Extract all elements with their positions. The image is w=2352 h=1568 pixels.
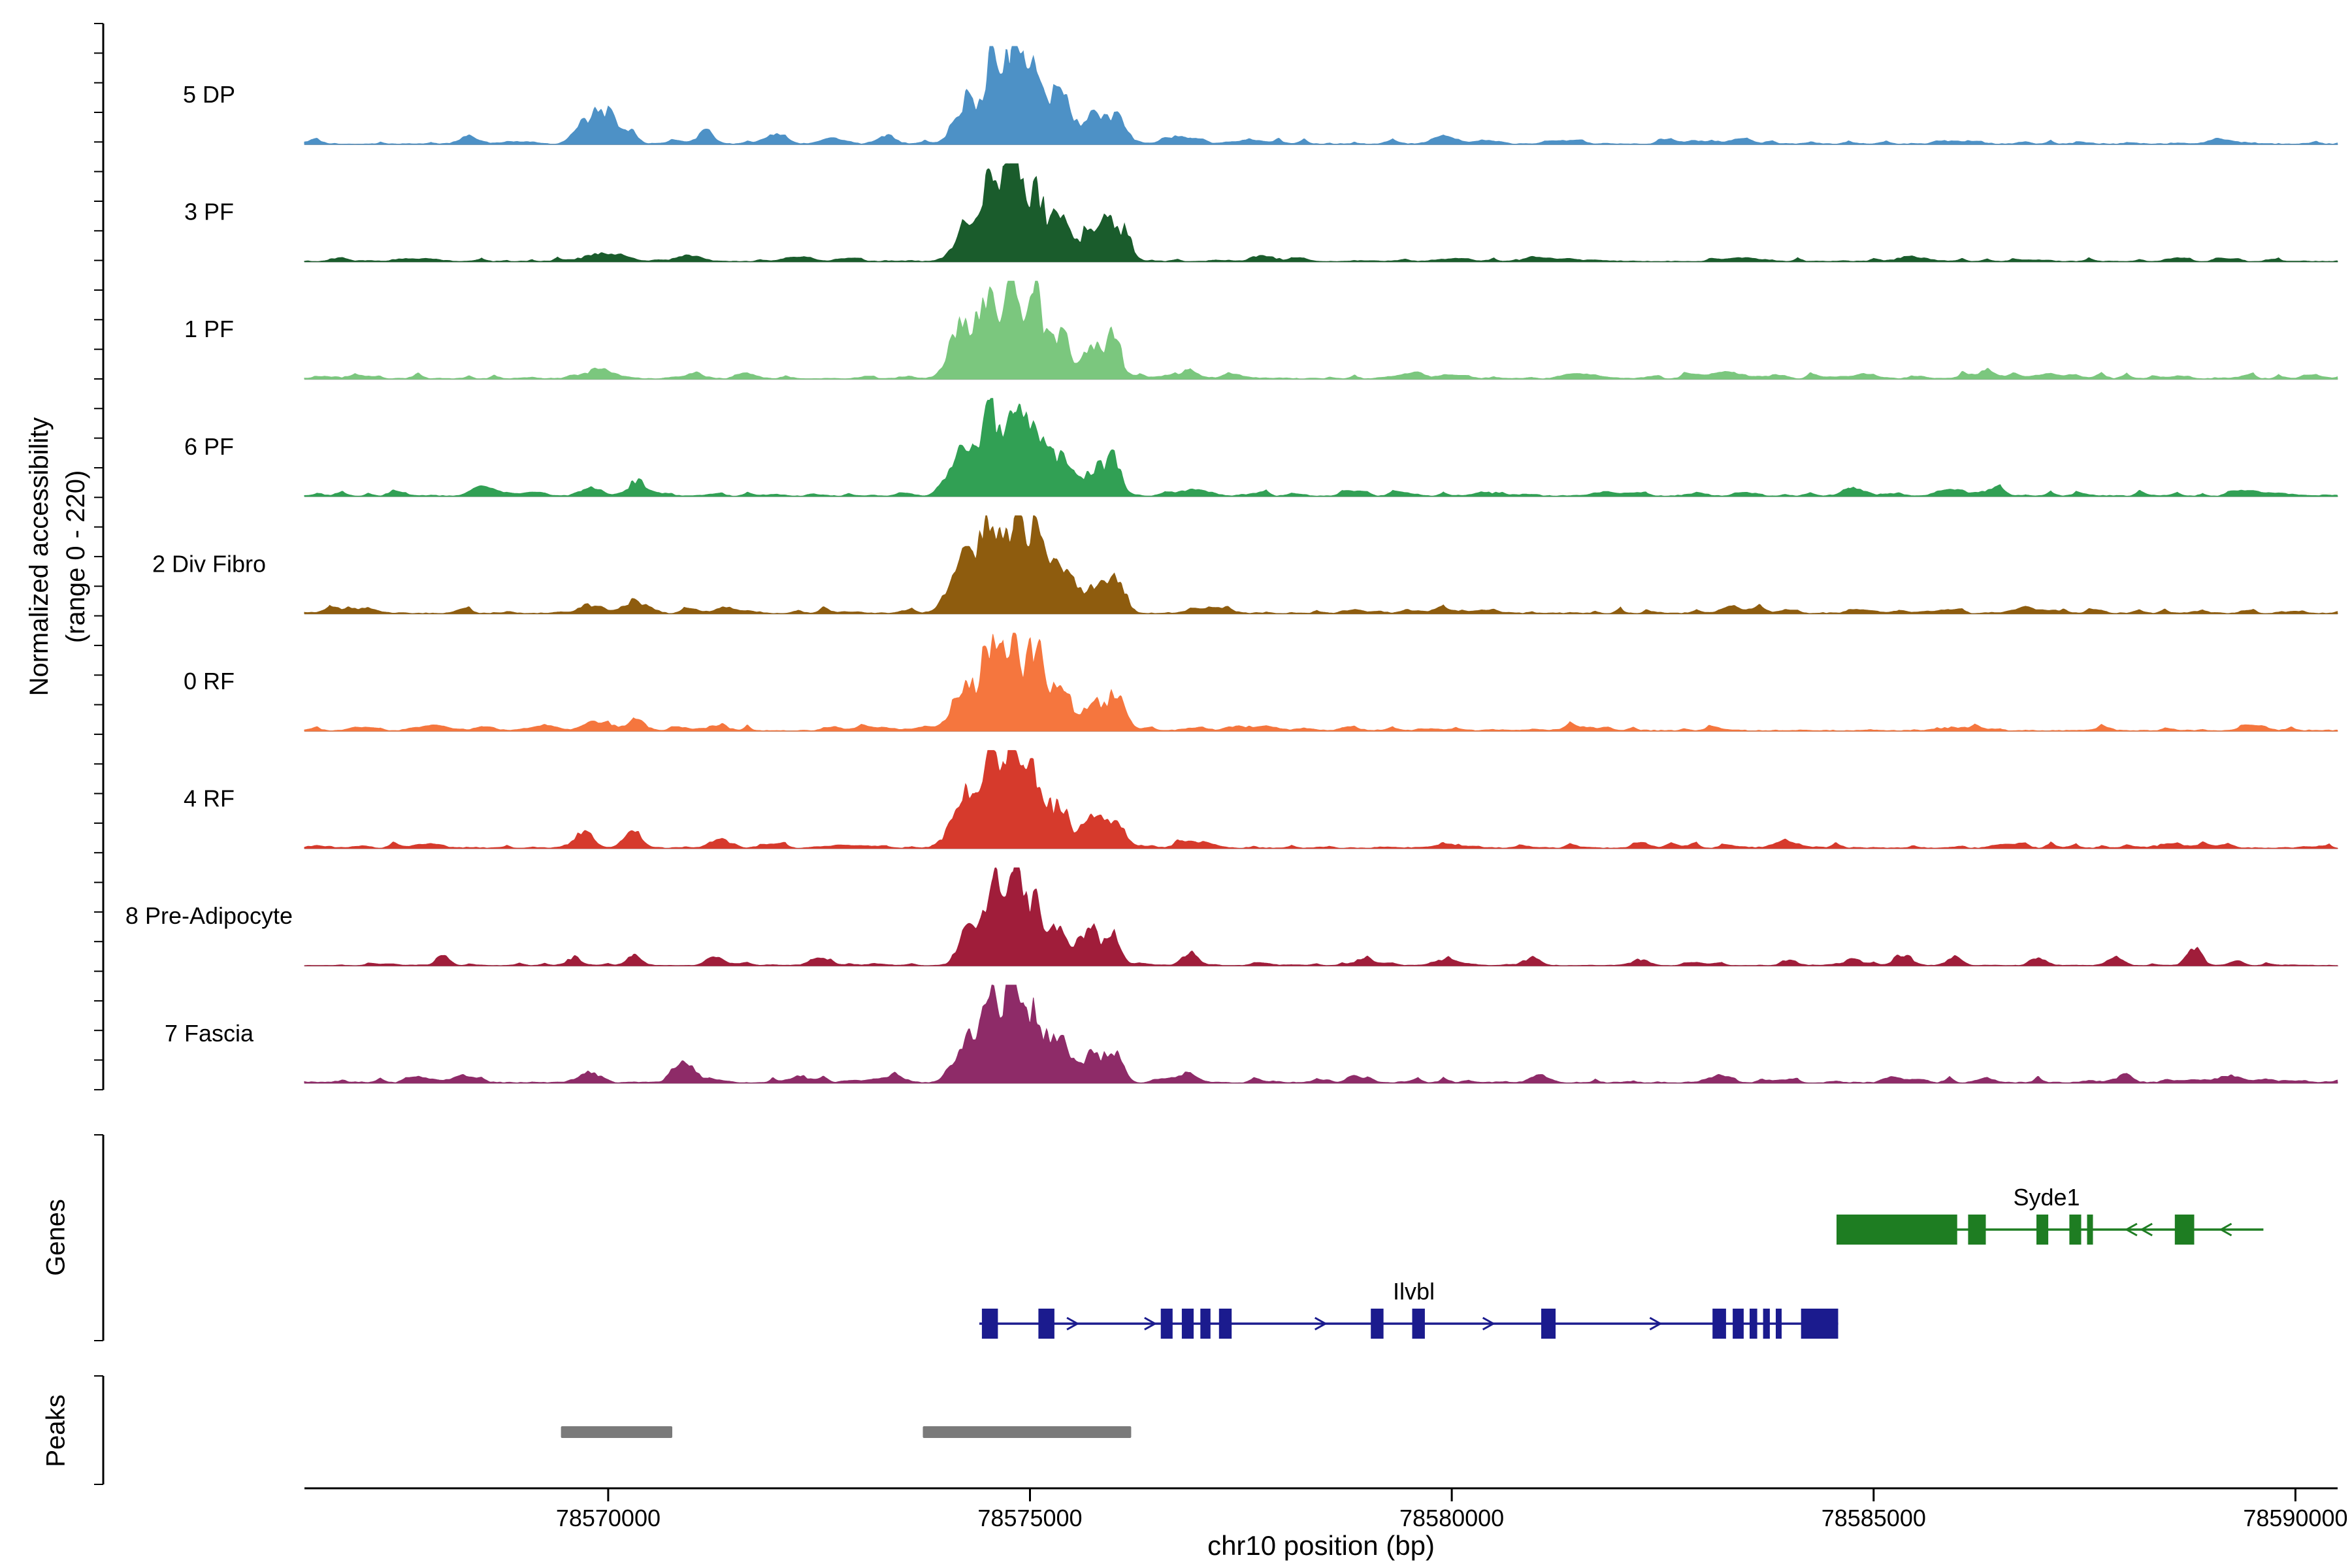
track-signal-area: [304, 46, 2338, 145]
strand-arrow-icon: [2219, 1222, 2232, 1237]
track-signal-area: [304, 867, 2339, 966]
strand-arrow-icon: [2140, 1222, 2153, 1237]
x-axis-title: chr10 position (bp): [1207, 1530, 1435, 1561]
gene-exon: [1801, 1309, 1838, 1339]
gene-exon: [1733, 1309, 1744, 1339]
gene-exon: [1541, 1309, 1556, 1339]
peak-bar: [923, 1426, 1132, 1438]
gene-label: Ilvbl: [1393, 1278, 1435, 1305]
gene-exon: [1160, 1309, 1173, 1339]
gene-exon: [1968, 1215, 1986, 1245]
track-label: 4 RF: [184, 785, 235, 812]
strand-arrow-icon: [1649, 1316, 1663, 1331]
y-axis-label-line1: Normalized accessibility: [25, 417, 54, 696]
strand-arrow-icon: [2124, 1222, 2138, 1237]
strand-arrow-icon: [1314, 1316, 1328, 1331]
gene-exon: [2087, 1215, 2093, 1245]
gene-label: Syde1: [2013, 1184, 2080, 1211]
track-signal-area: [304, 163, 2338, 263]
strand-arrow-icon: [1066, 1316, 1080, 1331]
track-signal-area: [304, 398, 2338, 497]
gene-exon: [1218, 1309, 1232, 1339]
track-label: 6 PF: [184, 433, 234, 460]
track-signal-area: [304, 280, 2338, 380]
gene-exon: [1837, 1215, 1957, 1245]
track-label: 7 Fascia: [165, 1020, 254, 1047]
gene-exon: [1412, 1309, 1425, 1339]
x-axis-tick-label: 78580000: [1399, 1505, 1504, 1531]
gene-exon: [1038, 1309, 1054, 1339]
track-label: 1 PF: [184, 316, 234, 342]
y-axis-label: Normalized accessibility (range 0 - 220): [21, 417, 94, 696]
track-label: 2 Div Fibro: [152, 550, 266, 577]
x-axis-tick-label: 78585000: [1821, 1505, 1926, 1531]
gene-exon: [1776, 1309, 1782, 1339]
gene-model-ilvbl: Ilvbl: [979, 1278, 1838, 1339]
gene-exon: [2069, 1215, 2082, 1245]
track-label: 0 RF: [184, 668, 235, 694]
track-signal-area: [304, 750, 2339, 849]
genes-section-label: Genes: [41, 1199, 71, 1276]
track-label: 8 Pre-Adipocyte: [125, 902, 293, 929]
x-axis-tick-label: 78590000: [2243, 1505, 2347, 1531]
strand-arrow-icon: [1144, 1316, 1157, 1331]
gene-exon: [1200, 1309, 1211, 1339]
gene-exon: [1712, 1309, 1726, 1339]
track-signal-area: [304, 632, 2338, 732]
gene-exon: [1371, 1309, 1384, 1339]
strand-arrow-icon: [1482, 1316, 1495, 1331]
peak-bar: [561, 1426, 672, 1438]
track-label: 5 DP: [183, 81, 235, 108]
y-axis-label-line2: (range 0 - 220): [61, 470, 90, 644]
gene-exon: [981, 1309, 998, 1339]
gene-exon: [2174, 1215, 2195, 1245]
gene-exon: [1750, 1309, 1757, 1339]
gene-exon: [2036, 1215, 2049, 1245]
gene-exon: [1763, 1309, 1770, 1339]
track-label: 3 PF: [184, 199, 234, 225]
gene-model-syde1: Syde1: [1837, 1184, 2264, 1245]
peaks-section-label: Peaks: [41, 1394, 71, 1467]
track-signal-area: [304, 515, 2338, 614]
x-axis-tick-label: 78575000: [977, 1505, 1082, 1531]
x-axis-tick-label: 78570000: [556, 1505, 661, 1531]
gene-exon: [1181, 1309, 1194, 1339]
track-signal-area: [304, 985, 2338, 1084]
